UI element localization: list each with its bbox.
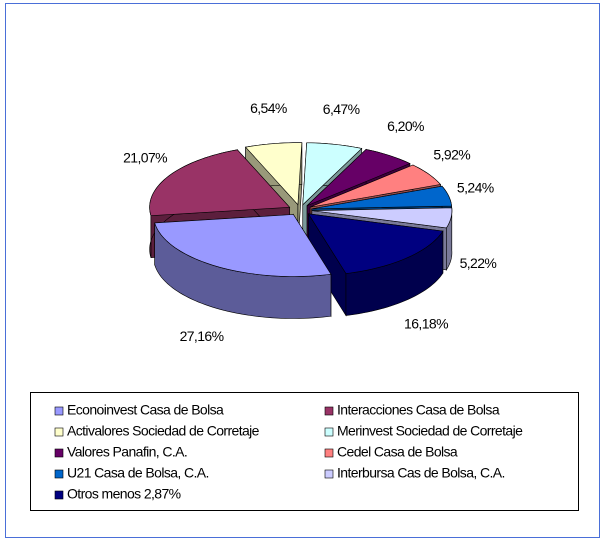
legend-label: Activalores Sociedad de Corretaje: [67, 423, 260, 439]
data-label: 6,20%: [387, 118, 424, 134]
legend-swatch: [324, 448, 334, 458]
data-label: 21,07%: [123, 149, 167, 165]
slice: [307, 213, 444, 274]
legend-swatch: [54, 406, 64, 416]
legend-swatch: [54, 490, 64, 500]
slice: [149, 149, 291, 216]
legend-label: Valores Panafin, C.A.: [67, 444, 187, 460]
legend-box: [30, 392, 579, 511]
data-label: 5,22%: [460, 255, 497, 271]
slice: [154, 214, 332, 277]
slice: [245, 142, 303, 206]
slice: [306, 149, 411, 206]
legend-label: Otros menos 2,87%: [67, 486, 181, 502]
data-label: 27,16%: [180, 328, 224, 344]
slice: [311, 207, 453, 229]
legend-label: Interbursa Cas de Bolsa, C.A.: [337, 465, 505, 481]
legend-label: Econoinvest Casa de Bolsa: [67, 402, 224, 418]
slice: [311, 185, 452, 210]
data-label: 5,92%: [433, 146, 470, 162]
legend-swatch: [54, 427, 64, 437]
legend-swatch: [324, 469, 334, 479]
legend-swatch: [324, 406, 334, 416]
legend-label: U21 Casa de Bolsa, C.A.: [67, 465, 209, 481]
slice: [302, 142, 363, 206]
legend-swatch: [324, 427, 334, 437]
legend-label: Merinvest Sociedad de Corretaje: [337, 423, 523, 439]
legend-swatch: [54, 469, 64, 479]
data-label: 6,54%: [250, 100, 287, 116]
slice: [310, 164, 442, 208]
legend-swatch: [54, 448, 64, 458]
data-label: 6,47%: [323, 101, 360, 117]
legend-label: Interacciones Casa de Bolsa: [337, 402, 500, 418]
data-label: 5,24%: [457, 179, 494, 195]
legend-label: Cedel Casa de Bolsa: [337, 444, 458, 460]
data-label: 16,18%: [404, 315, 448, 331]
